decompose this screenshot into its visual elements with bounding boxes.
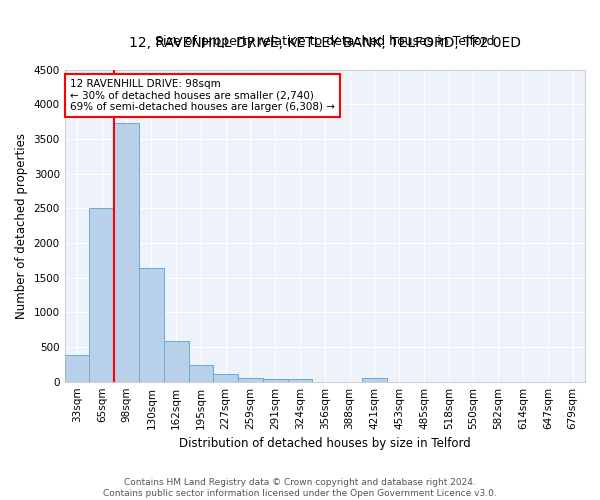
Bar [65,356,89,382]
Y-axis label: Number of detached properties: Number of detached properties [15,132,28,318]
X-axis label: Distribution of detached houses by size in Telford: Distribution of detached houses by size … [179,437,471,450]
Bar [139,268,164,382]
Bar [164,342,188,382]
Text: Contains HM Land Registry data © Crown copyright and database right 2024.
Contai: Contains HM Land Registry data © Crown c… [103,478,497,498]
Bar [362,378,387,382]
Text: 12, RAVENHILL DRIVE, KETLEY BANK, TELFORD, TF2 0ED: 12, RAVENHILL DRIVE, KETLEY BANK, TELFOR… [129,36,521,50]
Bar [114,123,139,382]
Bar [214,374,238,382]
Bar [188,365,214,382]
Bar [89,208,114,382]
Bar [238,378,263,382]
Bar [263,378,287,382]
Title: Size of property relative to detached houses in Telford: Size of property relative to detached ho… [155,34,494,48]
Text: 12 RAVENHILL DRIVE: 98sqm
← 30% of detached houses are smaller (2,740)
69% of se: 12 RAVENHILL DRIVE: 98sqm ← 30% of detac… [70,79,335,112]
Bar [287,379,313,382]
